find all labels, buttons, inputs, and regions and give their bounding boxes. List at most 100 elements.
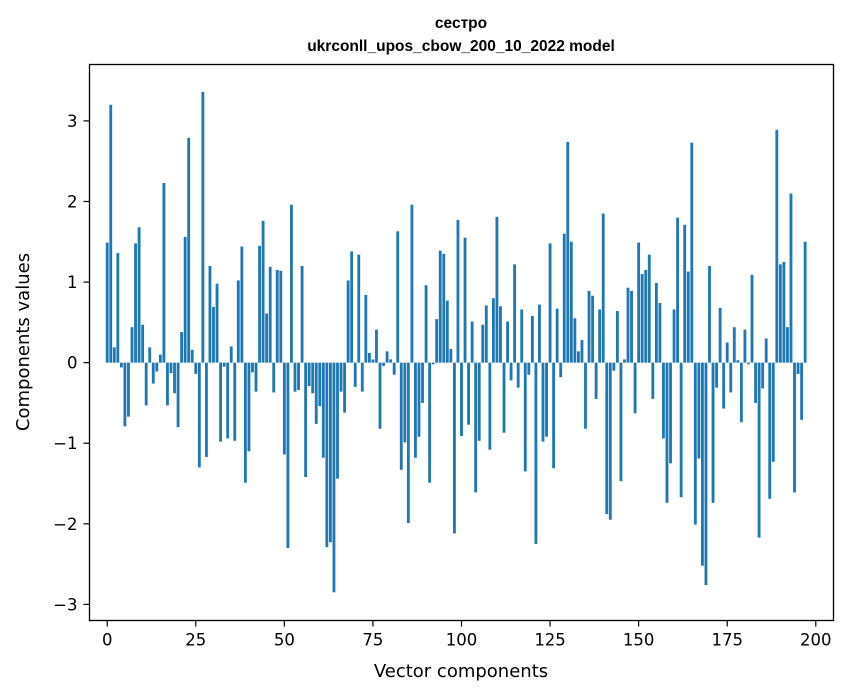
bar — [516, 362, 520, 388]
bar — [484, 305, 488, 363]
bar — [605, 362, 609, 515]
bar — [711, 362, 715, 503]
bar — [240, 246, 244, 363]
x-tick-label: 50 — [274, 631, 295, 650]
bar — [803, 241, 807, 363]
x-tick-label: 25 — [185, 631, 206, 650]
bar — [474, 362, 478, 493]
x-tick-label: 200 — [800, 631, 832, 650]
bar — [364, 294, 368, 363]
bar — [747, 362, 750, 365]
bar — [449, 348, 453, 363]
bar — [190, 349, 194, 363]
bar — [743, 329, 747, 363]
bar — [559, 362, 563, 378]
bar — [311, 362, 315, 394]
bar — [346, 280, 350, 363]
bar — [541, 362, 545, 442]
bar — [704, 362, 708, 586]
x-axis-label: Vector components — [374, 661, 548, 682]
bar — [601, 213, 605, 363]
bar — [382, 362, 385, 366]
bar — [226, 362, 230, 439]
bar — [375, 329, 378, 363]
bar — [438, 250, 442, 363]
bar — [686, 271, 690, 363]
bar — [339, 362, 343, 392]
bar — [151, 362, 155, 384]
bar — [279, 270, 283, 363]
bar — [555, 308, 559, 363]
bar — [771, 362, 775, 462]
bar — [662, 362, 665, 439]
bar — [757, 362, 761, 538]
bar — [417, 362, 421, 437]
bar — [307, 362, 311, 387]
y-tick-label: 0 — [67, 354, 78, 373]
bar — [297, 362, 300, 391]
x-tick-label: 100 — [446, 631, 478, 650]
bar — [640, 274, 644, 363]
bar — [183, 236, 187, 363]
bar — [353, 362, 357, 387]
bar — [793, 362, 796, 493]
bar — [460, 362, 463, 436]
bar — [701, 362, 704, 566]
bar — [566, 141, 570, 363]
bar — [651, 362, 655, 399]
bar — [789, 193, 793, 363]
bar — [683, 224, 687, 363]
bar — [403, 362, 407, 443]
bar — [304, 362, 308, 478]
bar — [509, 362, 513, 381]
bar — [247, 362, 251, 452]
bar — [665, 362, 669, 503]
bar — [552, 362, 556, 469]
bar — [109, 104, 113, 363]
bar — [732, 327, 736, 363]
bar — [598, 309, 602, 363]
bar — [166, 362, 169, 406]
bar — [644, 269, 648, 363]
bar — [258, 245, 261, 363]
bar — [654, 282, 658, 363]
bar — [428, 362, 432, 483]
bar — [329, 362, 332, 543]
bar — [424, 285, 428, 363]
bar — [399, 362, 403, 470]
bar — [470, 321, 474, 363]
bar — [194, 362, 198, 374]
bar — [141, 324, 145, 363]
x-axis-ticks: 0 25 50 75 100 125 150 175 200 — [102, 620, 832, 650]
bar — [243, 362, 247, 483]
bar — [130, 327, 134, 363]
bar — [768, 362, 772, 499]
bar — [527, 362, 531, 375]
bar — [800, 362, 804, 420]
bar — [453, 362, 456, 534]
bar — [577, 351, 580, 363]
y-tick-label: −1 — [53, 434, 77, 453]
bar — [254, 362, 258, 392]
bar — [513, 264, 517, 363]
bar — [435, 319, 439, 363]
bar — [389, 359, 393, 363]
bar — [591, 295, 594, 363]
bar — [105, 242, 109, 363]
y-tick-label: 2 — [67, 192, 78, 211]
bar — [251, 362, 254, 373]
bar — [350, 251, 354, 363]
x-tick-label: 125 — [534, 631, 566, 650]
bar — [725, 342, 729, 363]
bar — [233, 362, 237, 441]
bar — [360, 362, 364, 392]
bar — [410, 204, 414, 363]
bar — [286, 362, 290, 548]
bar — [506, 321, 509, 363]
bar — [222, 362, 226, 367]
bar — [467, 362, 470, 425]
bar — [265, 313, 269, 363]
bar — [385, 351, 389, 363]
bar — [169, 362, 173, 374]
bar — [718, 307, 722, 363]
